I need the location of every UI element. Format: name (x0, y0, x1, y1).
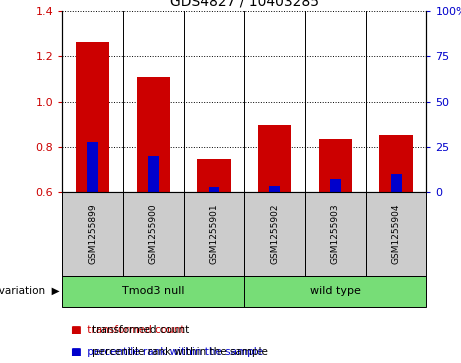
Bar (379, 135, 413, 192)
Text: percentile rank within the sample: percentile rank within the sample (92, 347, 268, 357)
Bar (269, 186, 280, 192)
Text: GSM1255904: GSM1255904 (391, 204, 401, 264)
Bar (330, 179, 341, 192)
Title: GDS4827 / 10403285: GDS4827 / 10403285 (170, 0, 319, 8)
Text: genotype/variation  ▶: genotype/variation ▶ (0, 286, 60, 296)
Text: GSM1255903: GSM1255903 (331, 204, 340, 265)
Bar (390, 174, 402, 192)
Text: GSM1255902: GSM1255902 (270, 204, 279, 264)
Text: GSM1255899: GSM1255899 (88, 204, 97, 265)
Bar (62, 192, 123, 276)
Bar (366, 192, 426, 276)
Bar (319, 139, 352, 192)
Text: ■: ■ (71, 347, 81, 357)
Bar (183, 192, 244, 276)
Bar (258, 126, 291, 192)
Bar (244, 192, 305, 276)
Bar (148, 156, 159, 192)
Text: Tmod3 null: Tmod3 null (122, 286, 184, 296)
Bar (305, 192, 366, 276)
Text: transformed count: transformed count (92, 325, 189, 335)
Text: wild type: wild type (310, 286, 361, 296)
Text: ■  percentile rank within the sample: ■ percentile rank within the sample (71, 347, 264, 357)
Text: ■  transformed count: ■ transformed count (71, 325, 185, 335)
Text: ■: ■ (71, 325, 81, 335)
Bar (123, 192, 183, 276)
Bar (87, 143, 98, 192)
Bar (136, 77, 170, 192)
Bar (244, 276, 426, 307)
Bar (76, 41, 109, 192)
Text: GSM1255900: GSM1255900 (149, 204, 158, 265)
Text: GSM1255901: GSM1255901 (209, 204, 219, 265)
Bar (197, 159, 230, 192)
Bar (62, 276, 244, 307)
Bar (208, 187, 219, 192)
